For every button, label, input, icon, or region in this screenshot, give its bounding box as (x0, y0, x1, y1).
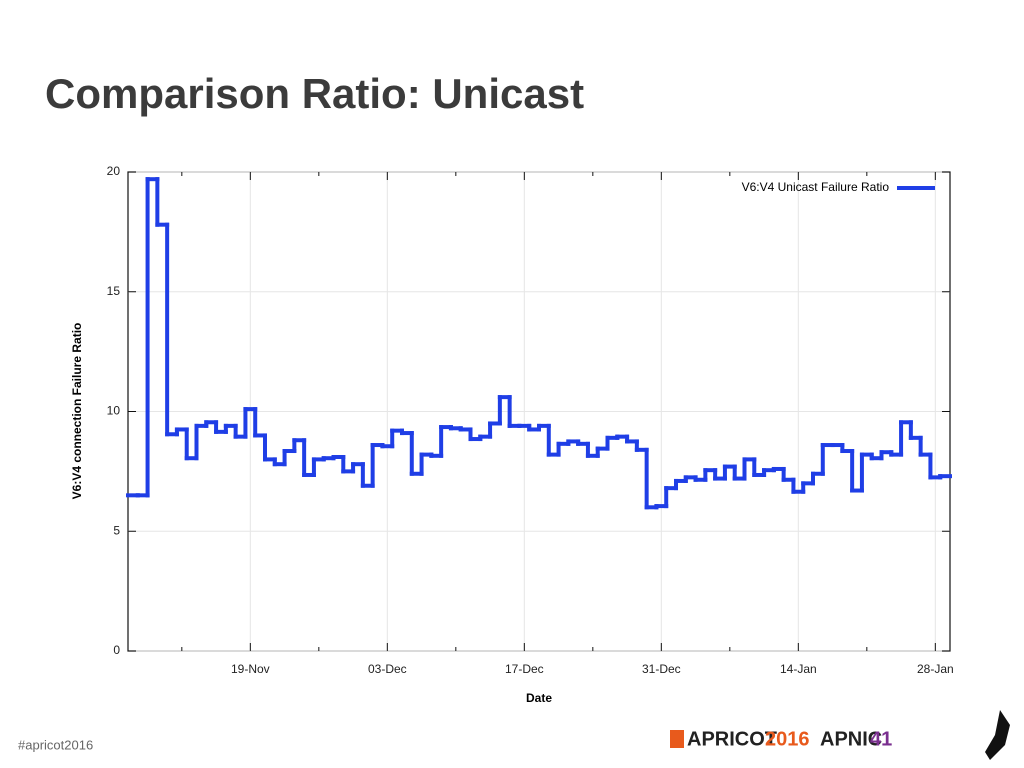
y-tick-label: 10 (107, 404, 121, 418)
y-tick-label: 20 (107, 164, 121, 178)
logo-apricot-year: 2016 (765, 728, 810, 750)
x-tick-label: 28-Jan (917, 662, 954, 676)
legend-label: V6:V4 Unicast Failure Ratio (742, 180, 890, 194)
y-tick-label: 15 (107, 284, 121, 298)
logo-apnic-number: 41 (870, 728, 892, 750)
x-tick-label: 17-Dec (505, 662, 544, 676)
slide-title: Comparison Ratio: Unicast (45, 70, 584, 117)
logo-icon (670, 730, 684, 748)
x-tick-label: 31-Dec (642, 662, 681, 676)
x-tick-label: 03-Dec (368, 662, 407, 676)
logo-apricot: APRICOT (687, 728, 777, 750)
logo-apnic: APNIC (820, 728, 882, 750)
x-tick-label: 19-Nov (231, 662, 270, 676)
x-axis-label: Date (526, 691, 552, 705)
y-tick-label: 5 (113, 523, 120, 537)
footer: #apricot2016 (18, 737, 93, 752)
y-axis-label: V6:V4 connection Failure Ratio (70, 323, 84, 500)
x-tick-label: 14-Jan (780, 662, 817, 676)
nz-map-icon (985, 710, 1010, 760)
y-tick-label: 0 (113, 643, 120, 657)
